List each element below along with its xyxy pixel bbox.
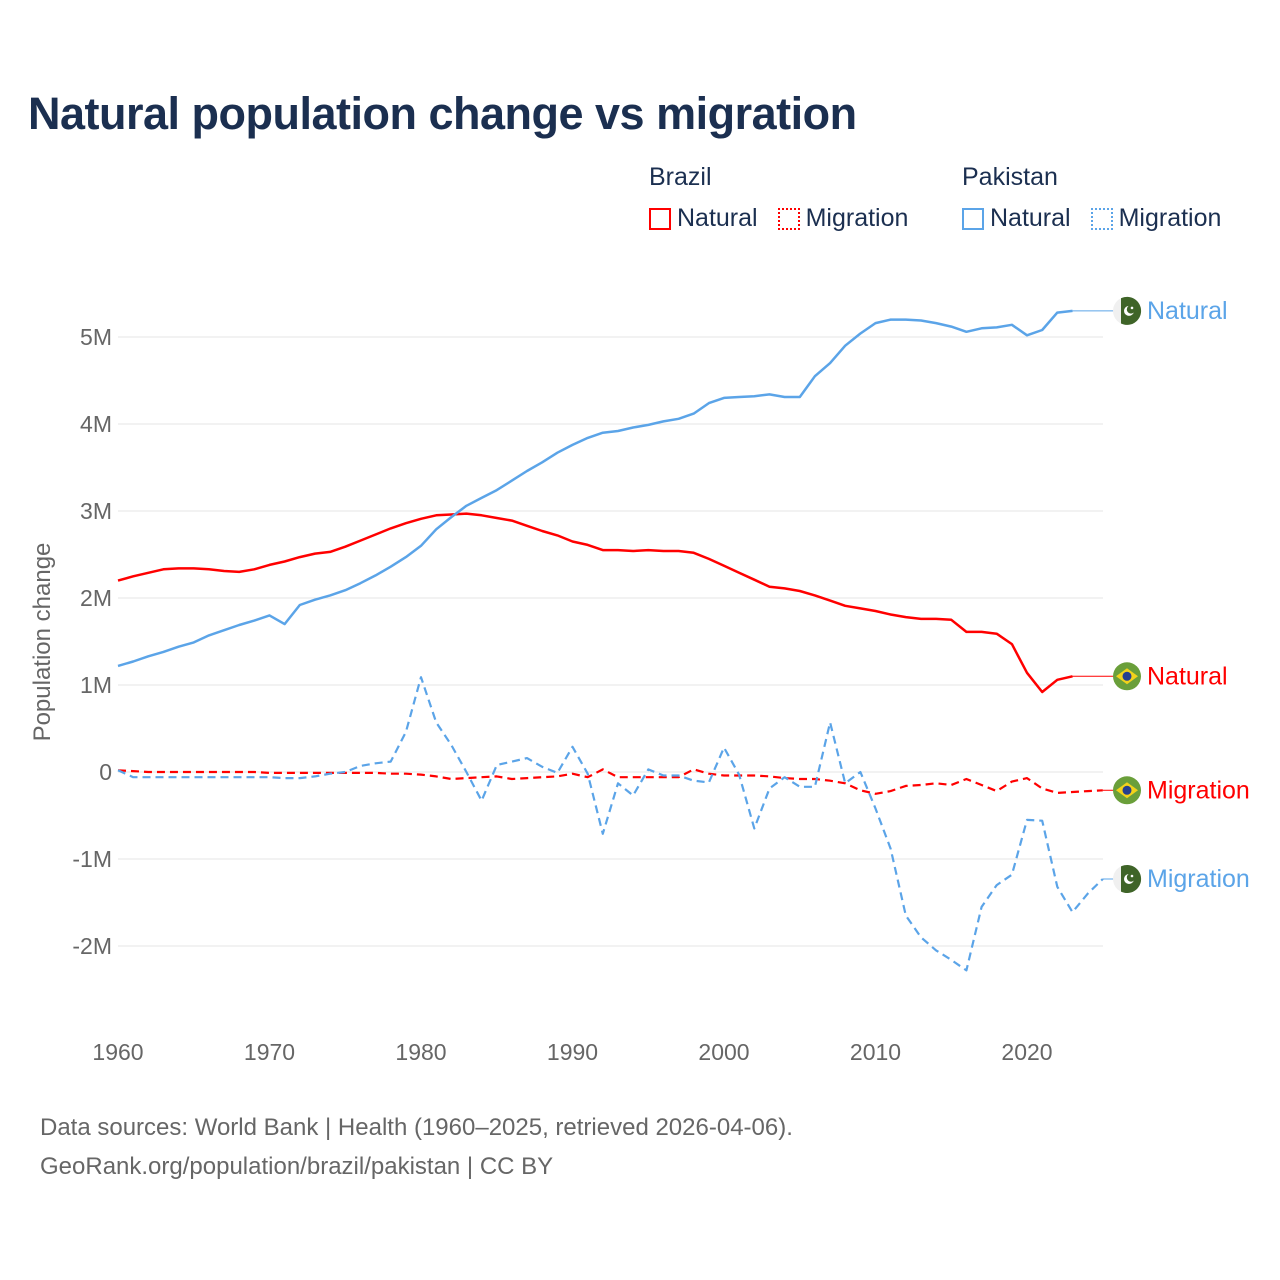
legend-label: Migration bbox=[1118, 204, 1222, 232]
y-tick-label: -2M bbox=[72, 933, 112, 959]
flag-crescent-cut bbox=[1126, 873, 1136, 882]
legend-label: Natural bbox=[990, 204, 1071, 232]
x-tick-label: 1990 bbox=[547, 1039, 598, 1065]
attribution-link[interactable]: GeoRank.org/population/brazil/pakistan |… bbox=[40, 1153, 554, 1180]
end-labels: Natural Migration Natural Migration bbox=[1072, 296, 1250, 894]
footer: Data sources: World Bank | Health (1960–… bbox=[40, 1108, 793, 1186]
pakistan-natural-end-label: Natural bbox=[1147, 297, 1228, 325]
flag-star bbox=[1130, 306, 1134, 310]
legend-pakistan-heading: Pakistan bbox=[962, 163, 1058, 191]
series-lines bbox=[117, 309, 1104, 972]
y-tick-label: -1M bbox=[72, 846, 112, 872]
legend-pakistan-natural[interactable]: Natural bbox=[962, 204, 1071, 233]
x-tick-label: 1960 bbox=[92, 1039, 143, 1065]
brazil-natural-end-label: Natural bbox=[1147, 662, 1228, 690]
flag-globe bbox=[1122, 671, 1132, 681]
x-axis-ticks: 1960 1970 1980 1990 2000 2010 2020 bbox=[92, 1039, 1052, 1065]
data-source-text: Data sources: World Bank | Health (1960–… bbox=[40, 1114, 793, 1141]
flag-crescent-cut bbox=[1126, 305, 1136, 314]
brazil-migration-line bbox=[117, 768, 1103, 795]
legend-label: Natural bbox=[677, 204, 758, 232]
brazil-migration-end-label: Migration bbox=[1147, 776, 1250, 804]
legend-label: Migration bbox=[805, 204, 909, 232]
gridlines bbox=[118, 336, 1103, 947]
y-tick-label: 5M bbox=[80, 324, 112, 350]
x-tick-label: 2000 bbox=[698, 1039, 749, 1065]
legend-pakistan: Pakistan Natural Migration bbox=[962, 163, 1221, 233]
y-tick-label: 4M bbox=[80, 411, 112, 437]
flag-star bbox=[1130, 874, 1134, 878]
legend-brazil-heading: Brazil bbox=[649, 163, 712, 191]
legend-swatch-solid-blue bbox=[962, 207, 984, 230]
flag-globe bbox=[1122, 785, 1132, 795]
brazil-flag-icon bbox=[1113, 776, 1141, 805]
y-axis-ticks: 5M 4M 3M 2M 1M 0 -1M -2M bbox=[72, 324, 112, 959]
pakistan-natural-line bbox=[117, 309, 1073, 668]
legend-swatch-solid-red bbox=[649, 207, 671, 230]
y-tick-label: 1M bbox=[80, 672, 112, 698]
x-tick-label: 2020 bbox=[1001, 1039, 1052, 1065]
legend-brazil: Brazil Natural Migration bbox=[649, 163, 908, 233]
x-tick-label: 1980 bbox=[395, 1039, 446, 1065]
brazil-flag-icon bbox=[1113, 662, 1141, 691]
x-tick-label: 2010 bbox=[850, 1039, 901, 1065]
pakistan-flag-icon bbox=[1113, 296, 1142, 325]
pakistan-migration-end-label: Migration bbox=[1147, 865, 1250, 893]
pakistan-flag-icon bbox=[1113, 865, 1142, 894]
legend-swatch-dotted-blue bbox=[1090, 207, 1113, 230]
x-tick-label: 1970 bbox=[244, 1039, 295, 1065]
y-axis-label: Population change bbox=[29, 543, 56, 742]
legend-brazil-natural[interactable]: Natural bbox=[649, 204, 758, 233]
y-tick-label: 3M bbox=[80, 498, 112, 524]
chart-title: Natural population change vs migration bbox=[28, 88, 857, 139]
legend-swatch-dotted-red bbox=[777, 207, 800, 230]
legend-pakistan-migration[interactable]: Migration bbox=[1090, 204, 1222, 233]
y-tick-label: 2M bbox=[80, 585, 112, 611]
y-tick-label: 0 bbox=[99, 759, 112, 785]
brazil-natural-line bbox=[117, 512, 1073, 694]
legend-brazil-migration[interactable]: Migration bbox=[777, 204, 909, 233]
pakistan-migration-line bbox=[117, 676, 1104, 972]
